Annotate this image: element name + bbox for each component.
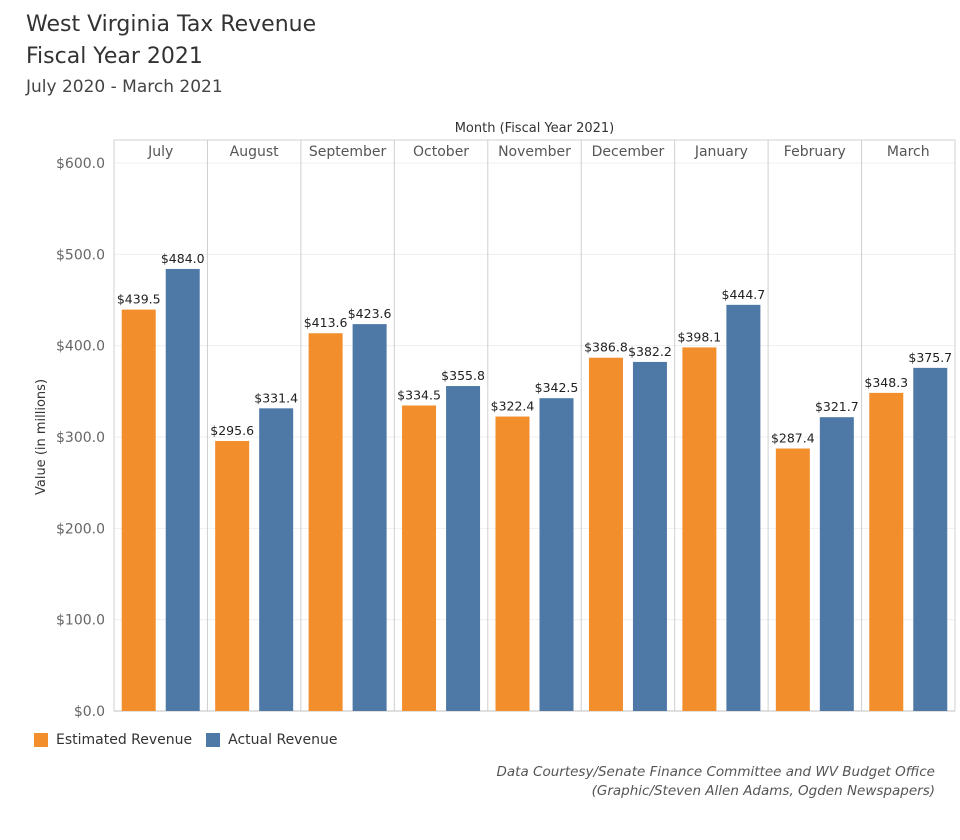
data-label-estimated-july: $439.5 xyxy=(117,292,161,307)
bar-estimated-december xyxy=(588,357,623,711)
legend-label-estimated: Estimated Revenue xyxy=(56,732,193,748)
data-label-actual-july: $484.0 xyxy=(161,251,205,266)
y-tick-label: $300.0 xyxy=(56,430,105,446)
bar-actual-august xyxy=(259,408,294,711)
bar-estimated-november xyxy=(495,416,530,711)
column-header-title: Month (Fiscal Year 2021) xyxy=(455,121,615,136)
bar-estimated-october xyxy=(402,405,437,711)
chart-subtitle: July 2020 - March 2021 xyxy=(26,77,223,97)
bar-actual-november xyxy=(539,398,574,711)
bar-actual-march xyxy=(913,367,948,711)
y-tick-label: $500.0 xyxy=(56,247,105,263)
y-tick-label: $400.0 xyxy=(56,339,105,355)
bar-estimated-february xyxy=(775,448,810,711)
data-label-estimated-january: $398.1 xyxy=(678,329,722,344)
graphic-credit: (Graphic/Steven Allen Adams, Ogden Newsp… xyxy=(591,783,935,799)
data-label-estimated-february: $287.4 xyxy=(771,431,815,446)
bar-estimated-january xyxy=(682,347,717,711)
chart-title-line-2: Fiscal Year 2021 xyxy=(26,44,203,69)
data-label-actual-december: $382.2 xyxy=(628,344,672,359)
legend-swatch-actual xyxy=(206,733,221,747)
category-label-january: January xyxy=(694,144,748,160)
data-label-actual-march: $375.7 xyxy=(908,350,952,365)
data-label-actual-august: $331.4 xyxy=(254,390,298,405)
y-tick-label: $0.0 xyxy=(74,704,105,720)
category-label-july: July xyxy=(147,144,173,160)
y-axis-label: Value (in millions) xyxy=(34,379,49,495)
data-label-actual-january: $444.7 xyxy=(722,287,766,302)
category-label-november: November xyxy=(498,144,571,160)
data-label-actual-september: $423.6 xyxy=(348,306,392,321)
bar-actual-july xyxy=(165,268,200,711)
y-tick-label: $600.0 xyxy=(56,156,105,172)
chart-title-line-1: West Virginia Tax Revenue xyxy=(26,12,317,37)
data-label-estimated-november: $322.4 xyxy=(491,399,535,414)
data-label-actual-february: $321.7 xyxy=(815,399,859,414)
legend-label-actual: Actual Revenue xyxy=(228,732,338,748)
bar-actual-february xyxy=(819,417,854,711)
bar-estimated-july xyxy=(121,309,156,711)
category-label-october: October xyxy=(413,144,469,160)
legend-item-estimated: Estimated Revenue xyxy=(34,732,192,748)
data-label-estimated-september: $413.6 xyxy=(304,315,348,330)
category-label-march: March xyxy=(887,144,930,160)
legend-item-actual: Actual Revenue xyxy=(206,732,337,748)
bar-actual-january xyxy=(726,304,761,711)
data-label-actual-november: $342.5 xyxy=(535,380,579,395)
bar-actual-october xyxy=(446,386,481,711)
data-label-estimated-march: $348.3 xyxy=(864,375,908,390)
bar-estimated-september xyxy=(308,333,343,711)
y-tick-label: $100.0 xyxy=(56,613,105,629)
data-label-estimated-august: $295.6 xyxy=(210,423,254,438)
bar-actual-september xyxy=(352,324,387,711)
data-label-actual-october: $355.8 xyxy=(441,368,485,383)
y-tick-label: $200.0 xyxy=(56,521,105,537)
category-label-september: September xyxy=(309,144,387,160)
bar-estimated-march xyxy=(869,392,904,711)
category-label-december: December xyxy=(592,144,665,160)
chart-legend: Estimated Revenue Actual Revenue xyxy=(34,732,351,748)
category-label-february: February xyxy=(784,144,846,160)
bar-estimated-august xyxy=(215,441,250,711)
bar-actual-december xyxy=(632,361,667,711)
data-label-estimated-december: $386.8 xyxy=(584,340,628,355)
data-credit: Data Courtesy/Senate Finance Committee a… xyxy=(496,764,936,780)
data-label-estimated-october: $334.5 xyxy=(397,387,441,402)
legend-swatch-estimated xyxy=(34,733,48,747)
category-label-august: August xyxy=(230,144,280,160)
